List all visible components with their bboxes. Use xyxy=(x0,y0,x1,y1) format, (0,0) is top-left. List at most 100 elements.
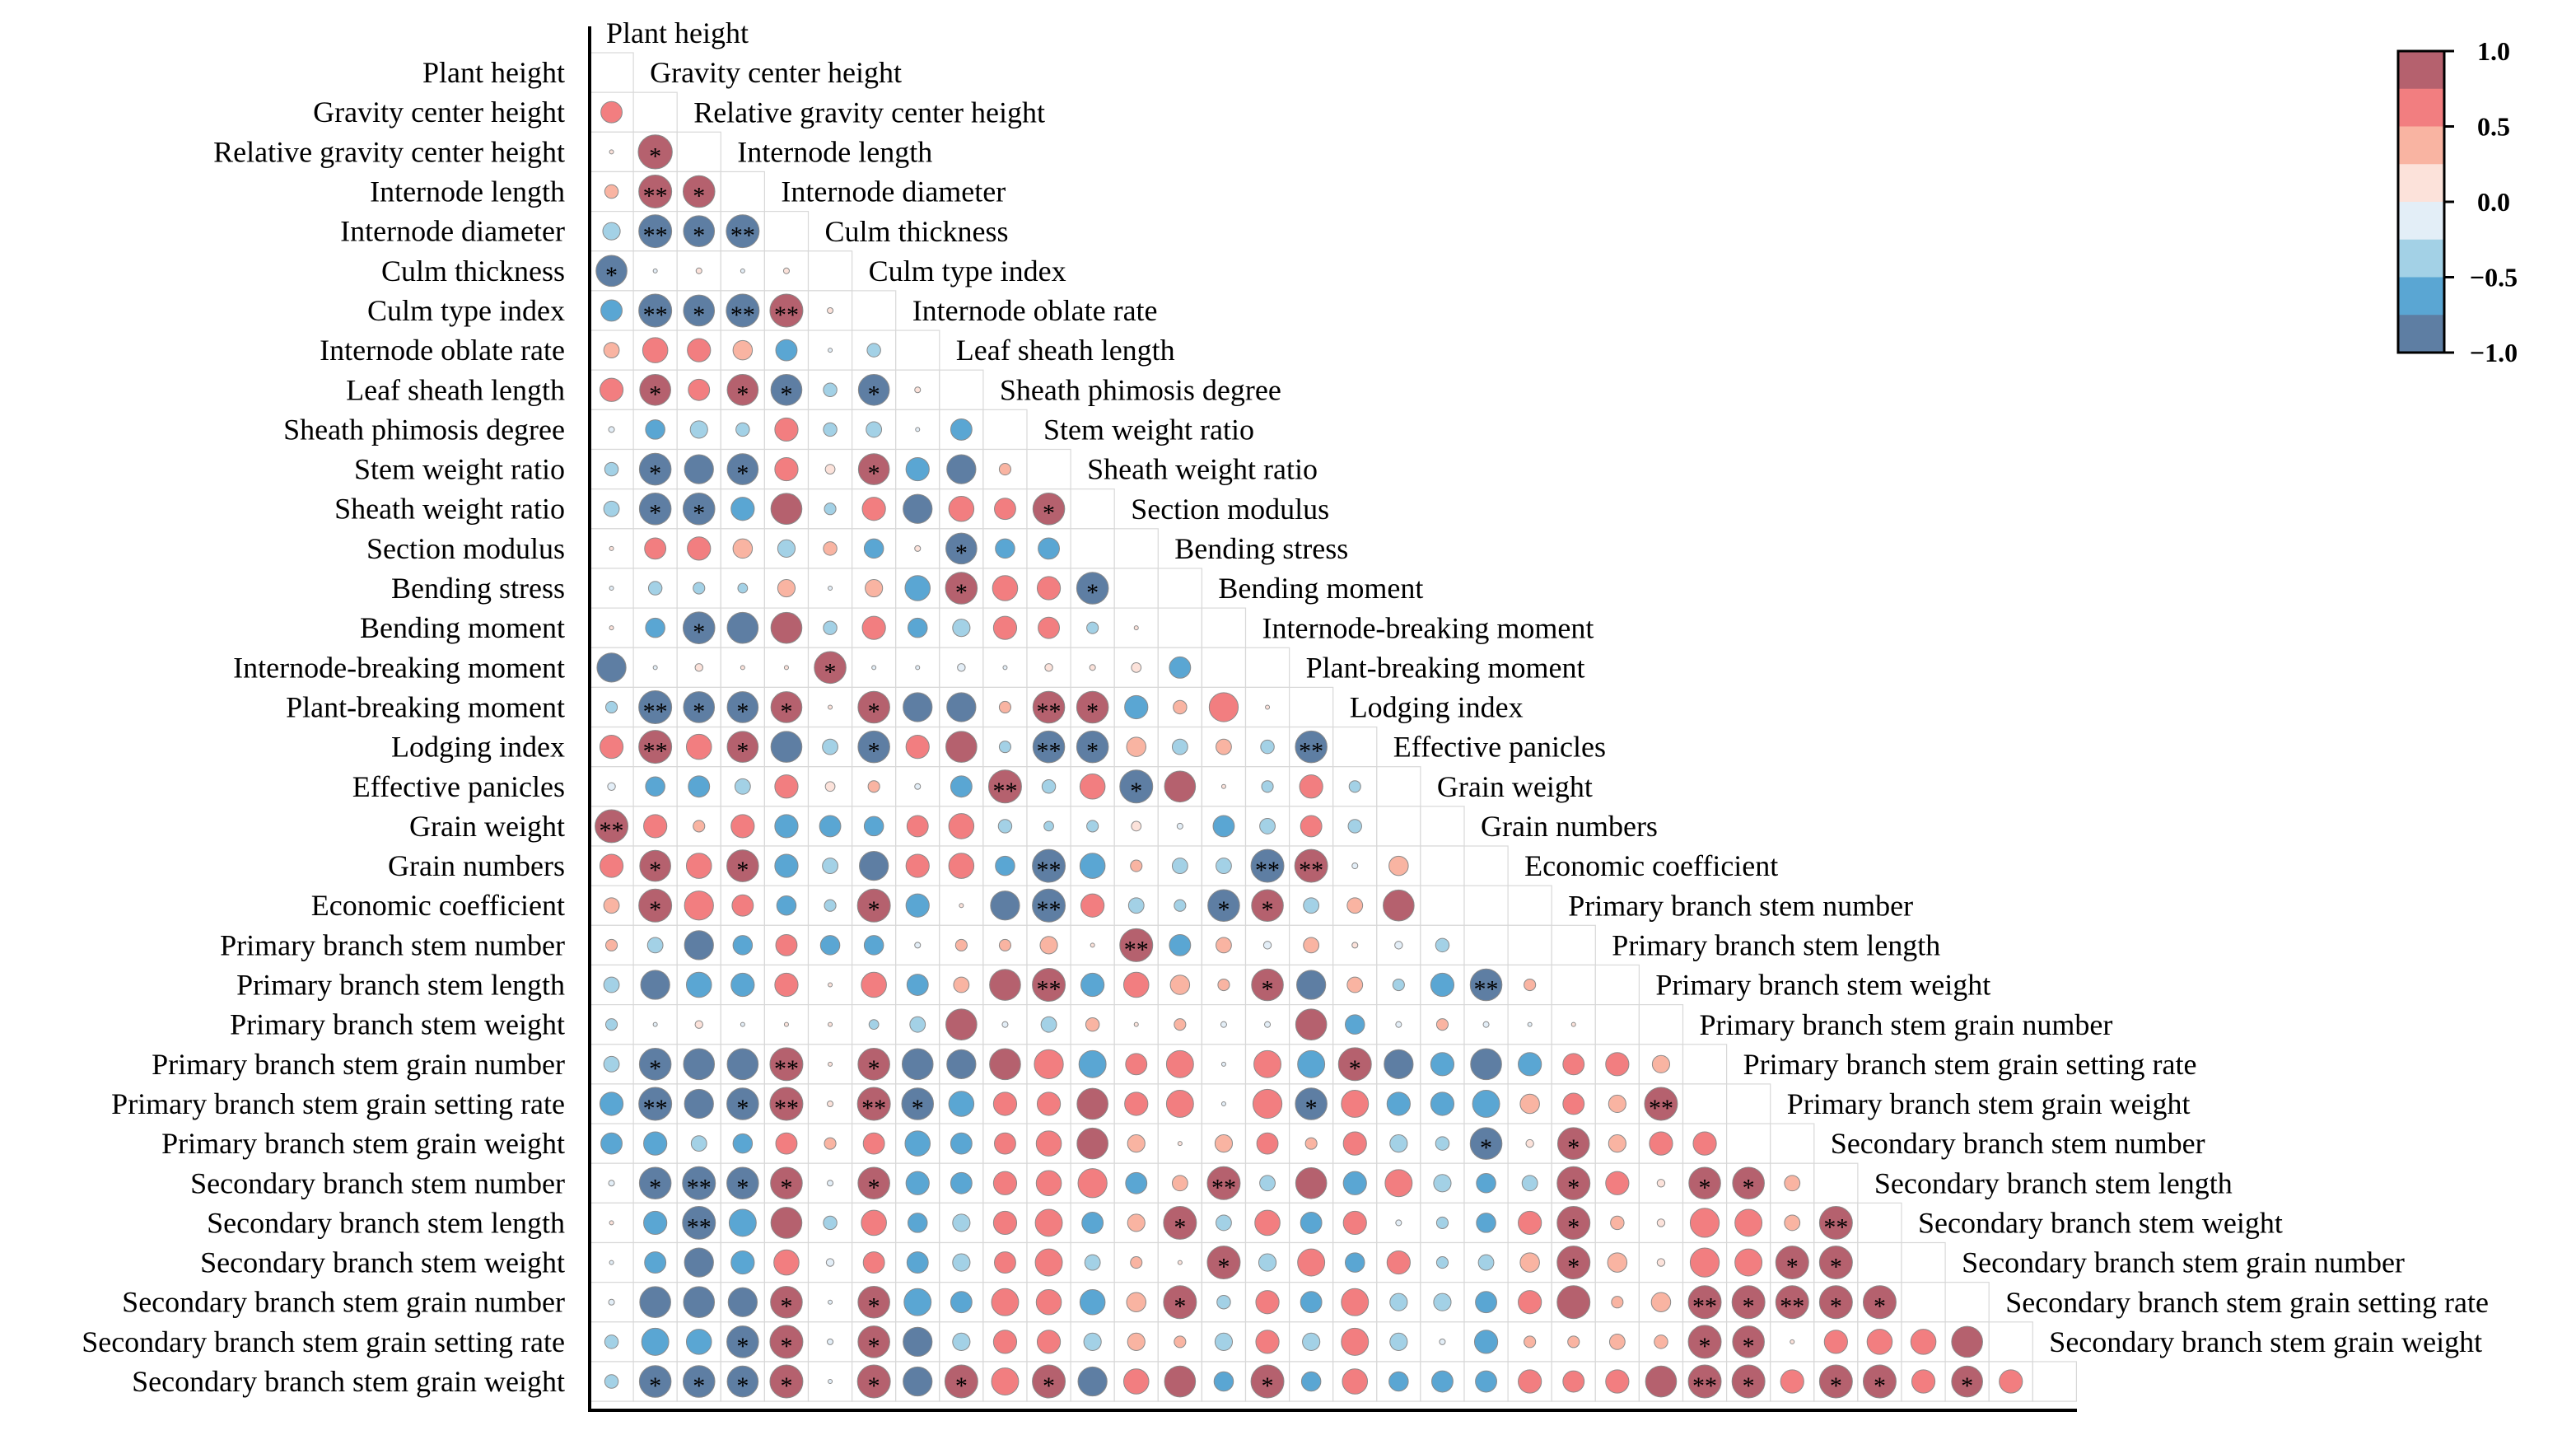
correlation-circle xyxy=(1125,1053,1148,1076)
correlation-circle xyxy=(595,255,628,287)
correlation-circle xyxy=(694,1020,703,1029)
correlation-circle xyxy=(600,299,623,322)
correlation-circle xyxy=(1127,1213,1146,1232)
correlation-circle xyxy=(732,339,754,361)
correlation-circle xyxy=(730,814,755,839)
correlation-circle xyxy=(1342,1131,1367,1156)
correlation-circle xyxy=(596,652,627,683)
correlation-circle xyxy=(1171,1175,1188,1192)
correlation-circle xyxy=(857,1325,890,1358)
correlation-circle xyxy=(814,651,847,685)
diagonal-label: Internode-breaking moment xyxy=(1262,611,1594,644)
correlation-circle xyxy=(775,933,798,956)
significance-marker: * xyxy=(649,381,661,408)
significance-marker: * xyxy=(736,1174,749,1201)
correlation-circle xyxy=(997,819,1013,834)
correlation-circle xyxy=(599,1091,624,1116)
correlation-circle xyxy=(782,267,790,274)
correlation-circle xyxy=(732,1133,754,1154)
correlation-circle xyxy=(726,691,759,723)
correlation-circle xyxy=(1605,1052,1630,1077)
correlation-circle xyxy=(599,735,624,760)
correlation-circle xyxy=(1346,897,1364,914)
significance-marker: * xyxy=(693,619,705,646)
correlation-circle xyxy=(1341,1288,1370,1316)
correlation-circle xyxy=(1295,1166,1328,1199)
correlation-circle xyxy=(1556,1127,1590,1160)
diagonal-cell xyxy=(1988,1321,2033,1363)
diagonal-cell xyxy=(1682,1044,1728,1085)
correlation-circle xyxy=(740,1021,745,1027)
correlation-circle xyxy=(946,692,977,722)
correlation-circle xyxy=(1081,1212,1104,1234)
correlation-circle xyxy=(684,930,714,961)
correlation-circle xyxy=(1348,780,1361,793)
row-label: Plant height xyxy=(422,56,565,89)
correlation-circle xyxy=(950,1291,973,1314)
correlation-circle xyxy=(1130,859,1143,872)
correlation-circle xyxy=(1251,968,1284,1002)
correlation-circle xyxy=(827,1100,834,1107)
correlation-circle xyxy=(638,1087,673,1121)
correlation-circle xyxy=(1337,1047,1372,1082)
correlation-circle xyxy=(652,268,658,273)
correlation-circle xyxy=(1435,1018,1449,1031)
correlation-circle xyxy=(730,1250,755,1275)
correlation-circle xyxy=(994,1251,1016,1274)
correlation-circle xyxy=(603,500,620,517)
correlation-circle xyxy=(861,1209,887,1236)
correlation-circle xyxy=(1043,820,1054,832)
correlation-circle xyxy=(1389,1134,1408,1153)
correlation-circle xyxy=(1775,1246,1809,1280)
correlation-circle xyxy=(1300,815,1323,838)
diagonal-label: Stem weight ratio xyxy=(1043,414,1254,446)
correlation-circle xyxy=(770,1166,803,1200)
correlation-circle xyxy=(1126,736,1146,757)
correlation-circle xyxy=(726,611,759,644)
correlation-circle xyxy=(989,969,1021,1001)
correlation-circle xyxy=(1255,1330,1280,1354)
correlation-circle xyxy=(682,1365,716,1398)
correlation-circle xyxy=(604,1335,619,1349)
row-label: Primary branch stem grain setting rate xyxy=(111,1087,565,1120)
correlation-circle xyxy=(1041,779,1057,794)
significance-marker: * xyxy=(1305,1095,1318,1122)
correlation-circle xyxy=(684,1088,714,1119)
correlation-circle xyxy=(1518,1369,1542,1394)
correlation-circle xyxy=(730,497,755,521)
correlation-circle xyxy=(1124,694,1149,720)
correlation-circle xyxy=(1656,1179,1666,1188)
significance-marker: ** xyxy=(643,301,668,329)
correlation-circle xyxy=(1127,1134,1146,1153)
colorbar-segment xyxy=(2398,51,2444,90)
correlation-circle xyxy=(1610,1215,1625,1231)
row-label: Culm type index xyxy=(367,294,565,327)
diagonal-label: Internode oblate rate xyxy=(912,294,1158,327)
correlation-circle xyxy=(683,1048,716,1081)
row-label: Economic coefficient xyxy=(311,889,565,922)
correlation-circle xyxy=(908,1213,928,1233)
correlation-circle xyxy=(1078,1049,1107,1078)
correlation-circle xyxy=(1164,770,1197,803)
correlation-circle xyxy=(1032,968,1066,1003)
correlation-circle xyxy=(1524,1335,1537,1349)
diagonal-label: Bending stress xyxy=(1174,532,1348,565)
correlation-circle xyxy=(1214,1134,1234,1153)
correlation-circle xyxy=(1040,1016,1057,1033)
significance-marker: * xyxy=(1174,1293,1186,1320)
correlation-circle xyxy=(1866,1329,1893,1355)
significance-marker: * xyxy=(780,1293,792,1320)
correlation-circle xyxy=(1435,1136,1450,1151)
significance-marker: ** xyxy=(1299,857,1323,884)
row-label: Secondary branch stem length xyxy=(207,1206,565,1239)
diagonal-cell xyxy=(1770,1123,1815,1164)
correlation-circle xyxy=(1216,1295,1231,1310)
colorbar-segment xyxy=(2398,126,2444,165)
correlation-circle xyxy=(905,735,930,760)
correlation-circle xyxy=(827,306,834,315)
correlation-circle xyxy=(638,175,673,208)
correlation-circle xyxy=(819,815,842,838)
significance-marker: * xyxy=(693,500,705,527)
significance-marker: * xyxy=(1567,1134,1580,1162)
correlation-circle xyxy=(1296,970,1327,1000)
